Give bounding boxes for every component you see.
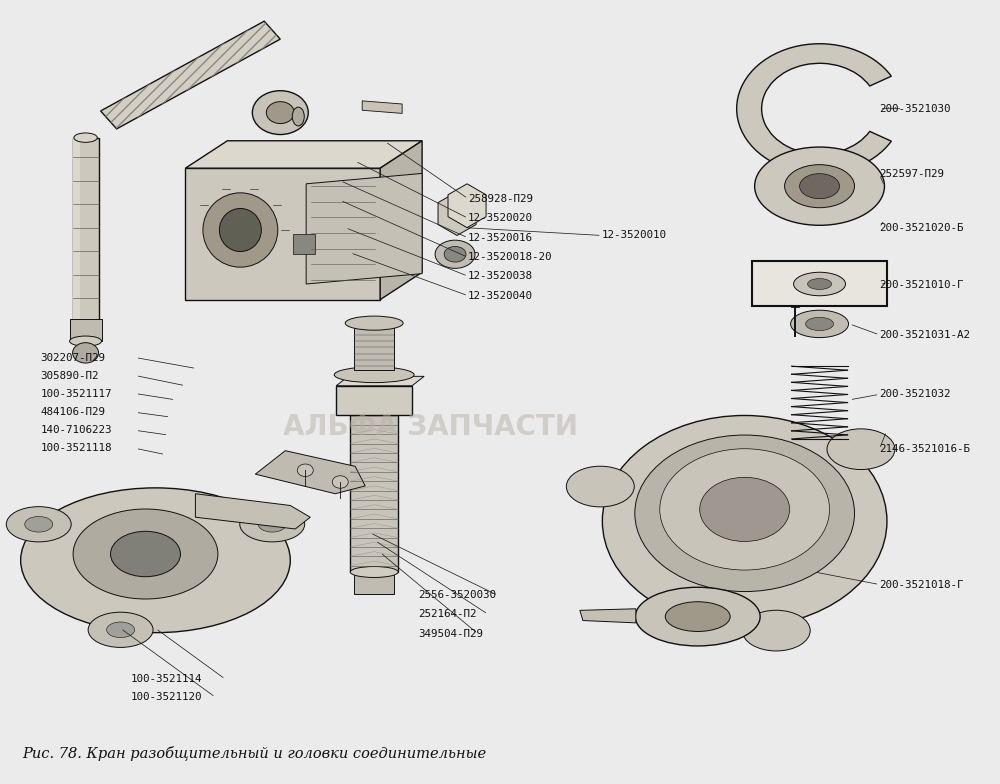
Text: 484106-П29: 484106-П29	[41, 408, 106, 417]
Text: 12-3520040: 12-3520040	[468, 291, 533, 301]
Text: 12-3520016: 12-3520016	[468, 233, 533, 243]
Text: 100-3521120: 100-3521120	[131, 692, 202, 702]
Ellipse shape	[334, 367, 414, 383]
Text: 12-3520020: 12-3520020	[468, 213, 533, 223]
Text: 12-3520018-20: 12-3520018-20	[468, 252, 553, 263]
Polygon shape	[185, 141, 422, 169]
Text: АЛЬФА ЗАПЧАСТИ: АЛЬФА ЗАПЧАСТИ	[283, 413, 578, 441]
Ellipse shape	[794, 272, 846, 296]
Ellipse shape	[25, 517, 53, 532]
Ellipse shape	[806, 318, 834, 331]
Polygon shape	[336, 386, 412, 416]
Ellipse shape	[800, 173, 840, 198]
Polygon shape	[255, 451, 365, 494]
Polygon shape	[306, 173, 422, 284]
Bar	[354, 572, 394, 594]
Polygon shape	[380, 141, 422, 299]
Text: 200-3521032: 200-3521032	[879, 390, 951, 399]
Ellipse shape	[345, 316, 403, 330]
Ellipse shape	[21, 488, 290, 633]
Wedge shape	[737, 44, 891, 173]
Text: 302207-П29: 302207-П29	[41, 353, 106, 362]
Ellipse shape	[6, 506, 71, 542]
Bar	[73, 138, 99, 321]
Bar	[293, 234, 315, 254]
Text: 100-3521114: 100-3521114	[131, 674, 202, 684]
Polygon shape	[448, 183, 486, 227]
Ellipse shape	[444, 246, 466, 262]
Bar	[185, 169, 380, 299]
Ellipse shape	[808, 278, 832, 289]
Text: 252164-П2: 252164-П2	[418, 609, 477, 619]
Text: 258928-П29: 258928-П29	[468, 194, 533, 204]
Bar	[354, 327, 394, 370]
FancyBboxPatch shape	[752, 260, 887, 306]
Ellipse shape	[107, 622, 135, 637]
Text: 12-3520038: 12-3520038	[468, 271, 533, 281]
Ellipse shape	[70, 336, 102, 347]
Text: 305890-П2: 305890-П2	[41, 371, 99, 380]
Ellipse shape	[350, 567, 398, 578]
Circle shape	[252, 91, 308, 135]
Text: 2146-3521016-Б: 2146-3521016-Б	[879, 444, 970, 454]
Ellipse shape	[635, 435, 855, 592]
Polygon shape	[580, 609, 636, 622]
Text: 200-3521030: 200-3521030	[879, 103, 951, 114]
Text: 349504-П29: 349504-П29	[418, 629, 483, 639]
Text: 12-3520010: 12-3520010	[602, 230, 667, 241]
Circle shape	[73, 343, 99, 363]
Text: 100-3521117: 100-3521117	[41, 389, 112, 398]
Text: 200-3521031-А2: 200-3521031-А2	[879, 330, 970, 340]
Ellipse shape	[755, 147, 884, 225]
Ellipse shape	[566, 466, 634, 507]
Ellipse shape	[73, 509, 218, 599]
Ellipse shape	[74, 133, 97, 143]
Text: 140-7106223: 140-7106223	[41, 426, 112, 435]
Ellipse shape	[219, 209, 261, 252]
Ellipse shape	[791, 310, 849, 338]
Text: 2556-3520030: 2556-3520030	[418, 590, 496, 601]
Ellipse shape	[111, 532, 180, 577]
Text: 252597-П29: 252597-П29	[879, 169, 944, 180]
Ellipse shape	[240, 506, 305, 542]
Text: 200-3521020-Б: 200-3521020-Б	[879, 223, 964, 233]
Ellipse shape	[88, 612, 153, 648]
Circle shape	[332, 476, 348, 488]
Polygon shape	[101, 21, 280, 129]
Ellipse shape	[203, 193, 278, 267]
Ellipse shape	[635, 587, 760, 646]
Text: 100-3521118: 100-3521118	[41, 443, 112, 453]
Polygon shape	[195, 494, 310, 529]
Ellipse shape	[258, 517, 286, 532]
Ellipse shape	[435, 240, 475, 268]
Ellipse shape	[602, 416, 887, 626]
Ellipse shape	[292, 107, 304, 126]
Ellipse shape	[827, 429, 895, 470]
Ellipse shape	[785, 165, 855, 208]
Polygon shape	[438, 191, 476, 235]
Ellipse shape	[660, 448, 830, 570]
Ellipse shape	[700, 477, 790, 542]
Text: Рис. 78. Кран разобщительный и головки соединительные: Рис. 78. Кран разобщительный и головки с…	[23, 746, 487, 761]
Circle shape	[297, 464, 313, 477]
Circle shape	[266, 102, 294, 124]
Ellipse shape	[742, 610, 810, 651]
Polygon shape	[362, 101, 402, 114]
Bar	[73, 138, 80, 321]
Text: 200-3521010-Г: 200-3521010-Г	[879, 280, 964, 290]
Ellipse shape	[665, 602, 730, 631]
Polygon shape	[336, 376, 424, 386]
Text: 200-3521018-Г: 200-3521018-Г	[879, 579, 964, 590]
Bar	[350, 416, 398, 572]
Bar	[70, 319, 102, 341]
